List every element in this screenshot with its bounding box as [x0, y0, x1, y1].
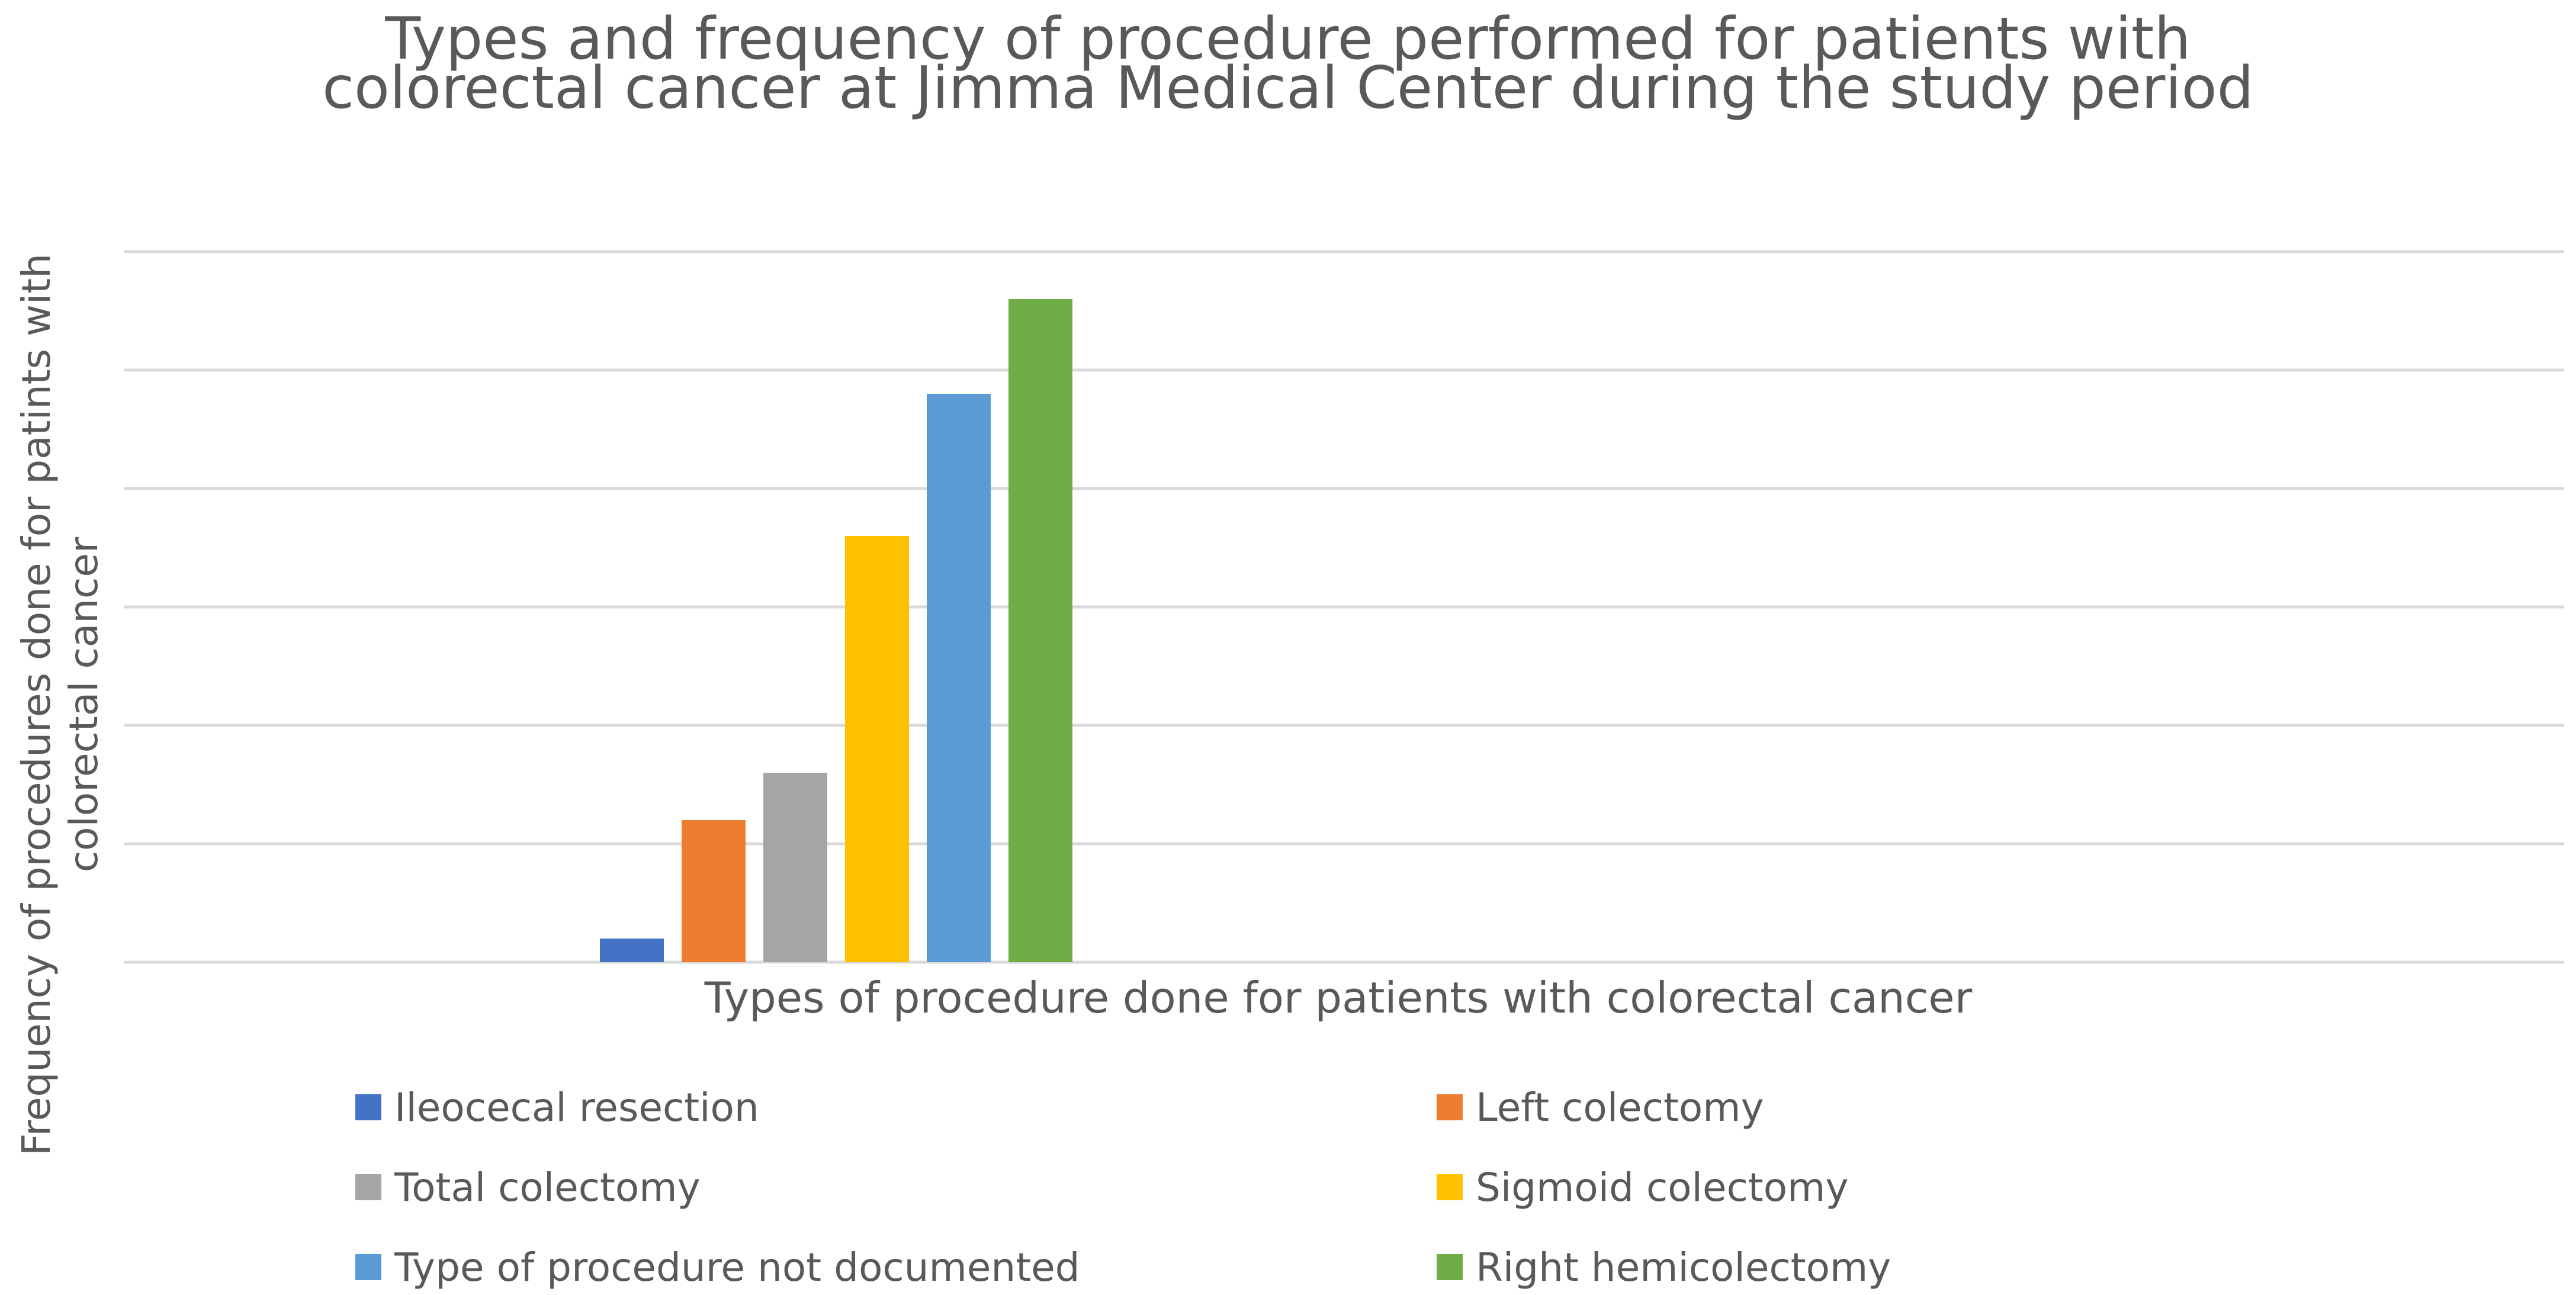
y-axis-label-line-1: Frequency of procedures done for patints… — [14, 253, 59, 1156]
y-axis-label-line-2: colorectal cancer — [61, 536, 107, 873]
bar-type-of-procedure-not-documented[interactable] — [927, 394, 991, 962]
bar-right-hemicolectomy[interactable] — [1008, 299, 1072, 962]
bar-sigmoid-colectomy[interactable] — [845, 536, 909, 962]
x-axis-label: Types of procedure done for patients wit… — [704, 973, 1973, 1023]
gridlines — [124, 250, 2564, 964]
chart-title-line-1: Types and frequency of procedure perform… — [385, 5, 2191, 73]
bar-ileocecal-resection[interactable] — [600, 939, 664, 962]
bar-total-colectomy[interactable] — [763, 773, 827, 962]
bar-left-colectomy[interactable] — [682, 820, 746, 962]
bars — [600, 299, 1072, 962]
y-axis-label: Frequency of procedures done for patints… — [13, 172, 108, 1238]
chart-title-line-2: colorectal cancer at Jimma Medical Cente… — [322, 54, 2254, 122]
